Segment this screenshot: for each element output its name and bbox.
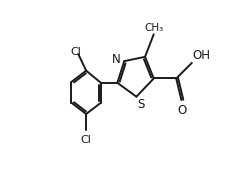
- Text: S: S: [137, 98, 145, 111]
- Text: CH₃: CH₃: [144, 23, 163, 33]
- Text: Cl: Cl: [81, 135, 91, 145]
- Text: Cl: Cl: [70, 47, 81, 57]
- Text: OH: OH: [193, 49, 211, 62]
- Text: O: O: [178, 104, 187, 117]
- Text: N: N: [112, 53, 121, 66]
